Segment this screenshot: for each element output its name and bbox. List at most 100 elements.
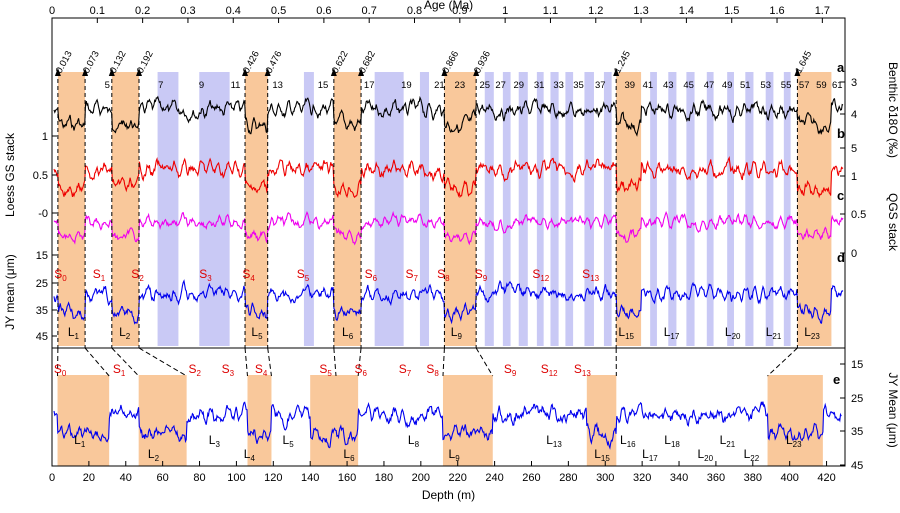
loess-label-subscript: 9	[455, 454, 460, 463]
loess-label: L1	[68, 325, 80, 341]
age-marker-arrowhead	[441, 68, 448, 76]
paleosol-label-letter: S	[242, 267, 250, 281]
paleosol-label-subscript: 3	[207, 274, 212, 283]
loess-label-subscript: 17	[670, 332, 679, 341]
loess-label-letter: L	[209, 433, 216, 447]
loess-label-subscript: 5	[258, 332, 263, 341]
paleosol-label-subscript: 5	[305, 274, 310, 283]
jy-mean-depth-series	[53, 401, 842, 450]
age-marker-label: 0.476	[264, 49, 285, 75]
interglacial-band	[484, 72, 494, 346]
loess-label-subscript: 3	[215, 440, 220, 449]
jy-mean-series	[53, 279, 844, 325]
age-tick-label: 1.1	[543, 5, 558, 17]
loess-label-letter: L	[283, 433, 290, 447]
loess-label: L5	[251, 325, 263, 341]
glacial-band	[336, 375, 359, 466]
age-marker-label: 0.073	[81, 49, 102, 75]
loess-label-letter: L	[664, 325, 671, 339]
depth-tie-line	[84, 347, 110, 377]
age-tick-label: 1.5	[724, 5, 739, 17]
interglacial-band	[765, 72, 774, 346]
depth-tick-label: 340	[670, 472, 688, 484]
age-tick-label: 1.4	[679, 5, 694, 17]
depth-tie-line	[244, 347, 248, 377]
depth-tick-label: 100	[227, 472, 245, 484]
paleosol-label: S9	[475, 267, 488, 283]
qgs-stack-series	[53, 210, 844, 246]
mis-stage-label: 31	[534, 80, 545, 91]
depth-tick-label: 40	[120, 472, 132, 484]
paleosol-label-letter: S	[574, 362, 582, 376]
depth-tick-label: 80	[193, 472, 205, 484]
interglacial-band	[303, 72, 314, 346]
loess-label-letter: L	[68, 325, 75, 339]
age-marker-arrowhead	[613, 68, 620, 76]
interglacial-band	[584, 72, 594, 346]
y-axis-title: JY Mean (μm)	[886, 372, 900, 447]
glacial-band	[57, 72, 86, 346]
loess-label: L6	[343, 447, 355, 463]
glacial-band	[797, 72, 832, 346]
paleosol-label: S12	[541, 362, 558, 378]
depth-tick-label: 160	[338, 472, 356, 484]
loess-label: L20	[697, 447, 713, 463]
age-tick-label: 1.3	[633, 5, 648, 17]
loess-label-letter: L	[408, 433, 415, 447]
age-marker-arrowhead	[330, 68, 337, 76]
mis-stage-label: 55	[781, 80, 792, 91]
age-marker-arrowhead	[242, 68, 249, 76]
loess-label-letter: L	[697, 447, 704, 461]
paleosol-label: S2	[131, 267, 144, 283]
age-tick-label: 1.7	[815, 5, 830, 17]
loess-label-letter: L	[119, 325, 126, 339]
series-label-d: d	[837, 250, 845, 265]
y-tick-label: 35	[851, 426, 863, 438]
interglacial-band	[550, 72, 559, 346]
loess-label-letter: L	[594, 447, 601, 461]
y-tick-label: -0	[38, 208, 48, 220]
loess-label-subscript: 20	[704, 454, 713, 463]
series-label-e: e	[833, 372, 840, 387]
glacial-band	[57, 375, 110, 466]
interglacial-band	[419, 72, 430, 346]
loess-label-subscript: 1	[81, 440, 86, 449]
depth-tie-line	[357, 347, 362, 377]
interglacial-band	[668, 72, 677, 346]
loess-label: L17	[664, 325, 680, 341]
paleosol-label: S3	[222, 362, 235, 378]
loess-label: L16	[620, 433, 636, 449]
loess-label-letter: L	[766, 325, 773, 339]
age-tick-label: 0.6	[316, 5, 331, 17]
paleosol-label: S6	[365, 267, 378, 283]
mis-stage-label: 5	[105, 80, 110, 91]
paleosol-label-letter: S	[475, 267, 483, 281]
y-tick-label: 1	[851, 171, 857, 183]
loess-label: L2	[119, 325, 131, 341]
y-axis-title: JY mean (μm)	[3, 254, 17, 329]
paleosol-label-letter: S	[54, 362, 62, 376]
series-label-a: a	[837, 60, 845, 75]
age-marker-label: 0.426	[241, 49, 262, 75]
loess-label: L9	[451, 325, 463, 341]
y-tick-label: 15	[36, 250, 48, 262]
age-marker-label: 0.622	[330, 49, 351, 75]
interglacial-band	[727, 72, 734, 346]
mis-stage-label: 25	[479, 80, 490, 91]
age-marker-label: 0.936	[472, 49, 493, 75]
y-axis-title: QGS stack	[886, 193, 900, 252]
loess-label-subscript: 4	[250, 454, 255, 463]
y-tick-label: 4	[851, 109, 857, 121]
series-label-c: c	[837, 188, 844, 203]
interglacial-band	[565, 72, 574, 346]
loess-label: L13	[546, 433, 562, 449]
depth-tick-label: 420	[817, 472, 835, 484]
age-tick-label: 0.1	[90, 5, 105, 17]
y-tick-label: 25	[851, 393, 863, 405]
depth-tick-label: 120	[264, 472, 282, 484]
glacial-band	[111, 72, 140, 346]
age-tick-label: 0.4	[226, 5, 241, 17]
loess-label-subscript: 2	[155, 454, 160, 463]
age-tick-label: 0.3	[180, 5, 195, 17]
mis-stage-label: 43	[663, 80, 674, 91]
